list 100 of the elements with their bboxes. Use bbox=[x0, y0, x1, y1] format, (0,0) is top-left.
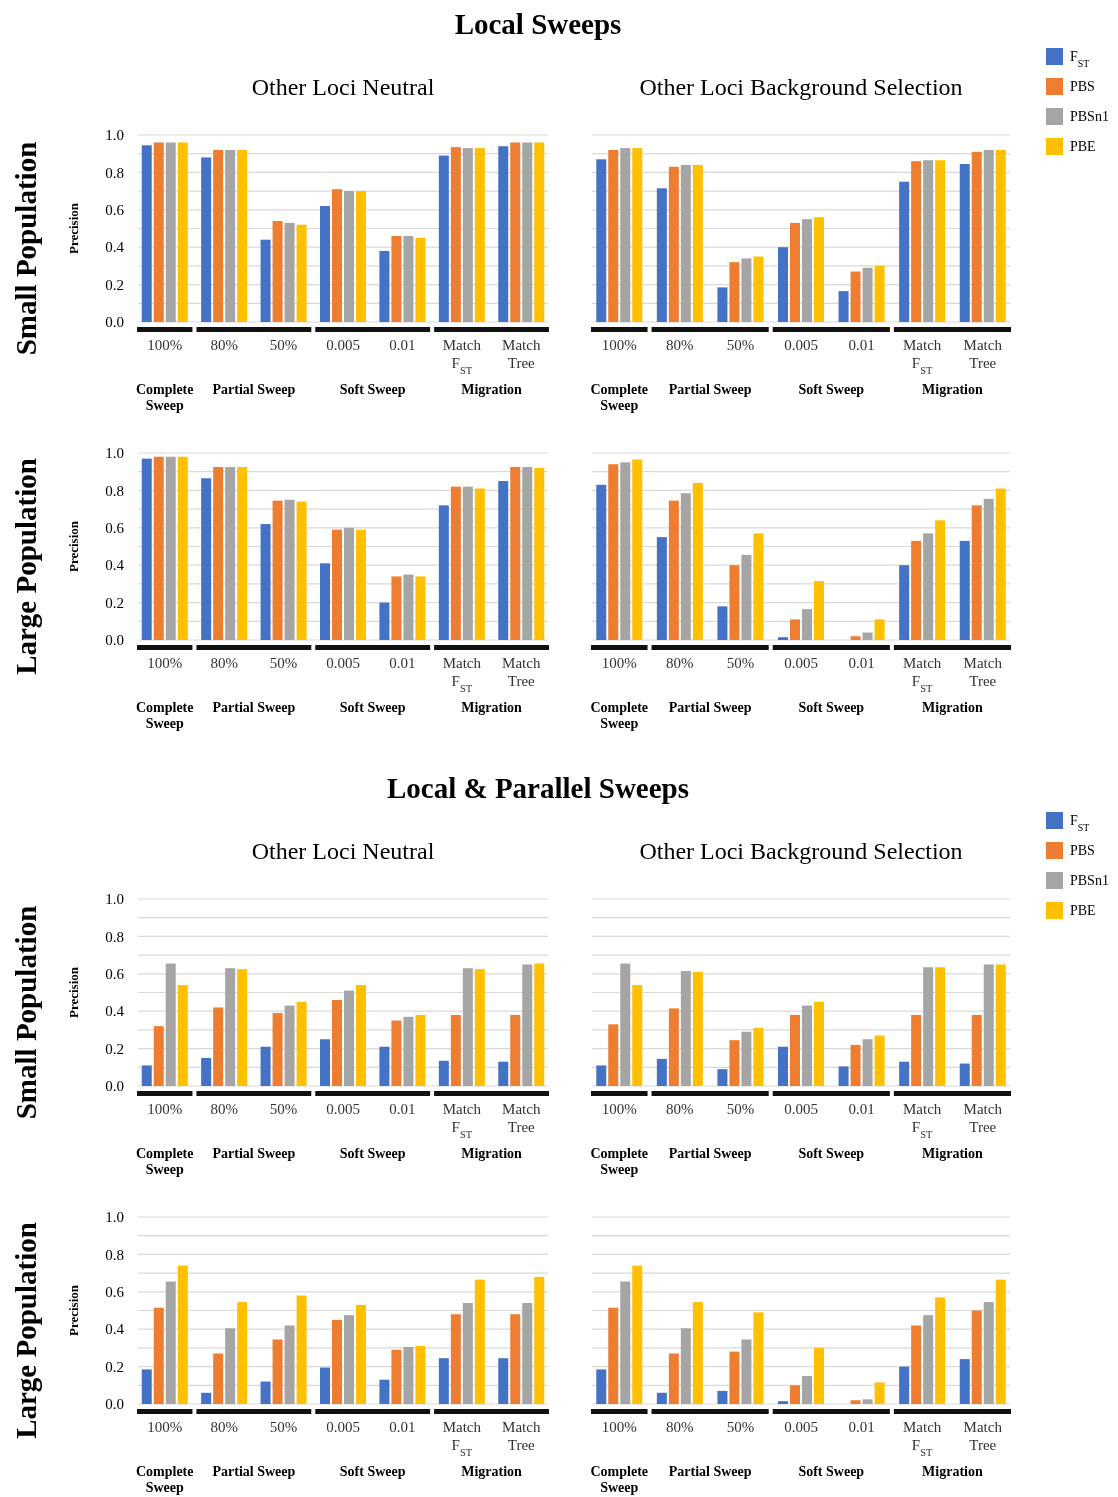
bar bbox=[153, 1026, 164, 1086]
y-tick-label: 0.0 bbox=[105, 1396, 124, 1413]
bar bbox=[534, 467, 545, 640]
x-tick-label: 0.005 bbox=[784, 1101, 818, 1117]
bar bbox=[802, 609, 812, 640]
bar bbox=[838, 1066, 849, 1086]
legend-label: F$_{ST}$ bbox=[1070, 813, 1090, 833]
bar bbox=[225, 467, 236, 640]
bar bbox=[272, 1339, 283, 1404]
bar bbox=[356, 1304, 366, 1404]
text: Partial Sweep bbox=[668, 1146, 752, 1161]
legend-label: PBSn1 bbox=[1070, 873, 1109, 888]
bar bbox=[668, 1353, 679, 1404]
chart-subtitle: Other Loci Background Selection bbox=[639, 74, 963, 100]
y-axis-title: Precision bbox=[66, 520, 81, 573]
bar bbox=[935, 160, 946, 322]
y-tick-label: 0.4 bbox=[105, 1003, 125, 1020]
bar bbox=[201, 1057, 212, 1086]
bar bbox=[983, 498, 994, 640]
bar bbox=[213, 467, 224, 640]
y-tick-label: 0.8 bbox=[105, 1246, 124, 1263]
bar bbox=[741, 1031, 752, 1086]
bar bbox=[814, 217, 824, 322]
y-tick-label: 0.6 bbox=[105, 1284, 125, 1301]
bar bbox=[260, 1046, 271, 1086]
chart-subtitle: Other Loci Neutral bbox=[251, 74, 435, 100]
bar bbox=[753, 1028, 764, 1086]
bar bbox=[899, 1366, 910, 1404]
bar bbox=[862, 1399, 873, 1404]
bar bbox=[415, 1014, 426, 1086]
x-tick-label: 50% bbox=[269, 1101, 298, 1117]
y-tick-label: 0.2 bbox=[105, 276, 124, 293]
bar bbox=[320, 1039, 330, 1086]
bar bbox=[729, 565, 740, 640]
bar bbox=[656, 537, 667, 640]
x-tick-label: Match F$_{ST}$ bbox=[442, 655, 482, 694]
y-tick-label: 1.0 bbox=[105, 1209, 124, 1226]
bar bbox=[462, 968, 473, 1086]
bar bbox=[983, 964, 994, 1086]
x-tick-label: Match Tree bbox=[502, 655, 541, 689]
bar bbox=[165, 142, 176, 322]
bar bbox=[356, 529, 366, 640]
y-tick-label: 0.0 bbox=[105, 1078, 124, 1095]
x-tick-label: 50% bbox=[726, 1101, 755, 1117]
bar bbox=[391, 1020, 402, 1086]
bar bbox=[296, 224, 307, 322]
bar bbox=[153, 142, 164, 322]
text: Complete Sweep bbox=[590, 700, 649, 731]
bar bbox=[983, 149, 994, 322]
x-tick-label: 50% bbox=[269, 337, 298, 353]
text: Complete Sweep bbox=[135, 1146, 194, 1177]
text: Migration bbox=[922, 700, 983, 715]
bar bbox=[284, 1325, 295, 1404]
bar bbox=[344, 990, 354, 1086]
bar bbox=[632, 459, 643, 640]
bar bbox=[284, 499, 295, 640]
text: Migration bbox=[922, 1146, 983, 1161]
bar bbox=[862, 267, 873, 322]
legend-label: F$_{ST}$ bbox=[1070, 49, 1090, 69]
text: Migration bbox=[922, 382, 983, 397]
text: Soft Sweep bbox=[798, 382, 865, 397]
bar bbox=[403, 1016, 414, 1086]
x-tick-label: 100% bbox=[601, 655, 637, 671]
x-tick-label: Match Tree bbox=[502, 1101, 541, 1135]
bar bbox=[534, 142, 545, 322]
x-tick-label: 0.005 bbox=[784, 1419, 818, 1435]
bar bbox=[141, 1065, 152, 1086]
bar bbox=[379, 250, 390, 322]
y-tick-label: 0.4 bbox=[105, 1321, 125, 1338]
bar bbox=[935, 1297, 946, 1404]
bar bbox=[668, 166, 679, 322]
bar bbox=[344, 1315, 354, 1405]
y-axis-title: Precision bbox=[66, 966, 81, 1019]
bar bbox=[534, 1276, 545, 1404]
x-tick-label: 50% bbox=[726, 337, 755, 353]
bar bbox=[850, 1044, 861, 1086]
bar bbox=[692, 971, 703, 1086]
bar bbox=[911, 161, 922, 322]
bar bbox=[911, 540, 922, 640]
y-axis-title: Precision bbox=[66, 1284, 81, 1337]
bar bbox=[225, 968, 236, 1086]
bar bbox=[608, 1307, 619, 1404]
chart-title: Local Sweeps bbox=[454, 8, 622, 40]
x-tick-label: 0.005 bbox=[326, 1419, 360, 1435]
bar bbox=[778, 1046, 788, 1086]
bar bbox=[632, 148, 643, 322]
bar bbox=[272, 500, 283, 640]
y-tick-label: 0.4 bbox=[105, 239, 125, 256]
bar bbox=[596, 159, 607, 322]
text: Migration bbox=[461, 1146, 523, 1161]
bar bbox=[474, 1279, 485, 1405]
x-tick-label: 0.005 bbox=[326, 1101, 360, 1117]
bar bbox=[911, 1325, 922, 1404]
bar bbox=[379, 602, 390, 640]
x-tick-label: 0.01 bbox=[848, 1419, 875, 1435]
bar bbox=[814, 581, 824, 640]
bar bbox=[790, 1385, 800, 1404]
x-tick-label: 50% bbox=[269, 1419, 298, 1435]
bar bbox=[753, 533, 764, 640]
x-tick-label: 0.01 bbox=[389, 1419, 416, 1435]
